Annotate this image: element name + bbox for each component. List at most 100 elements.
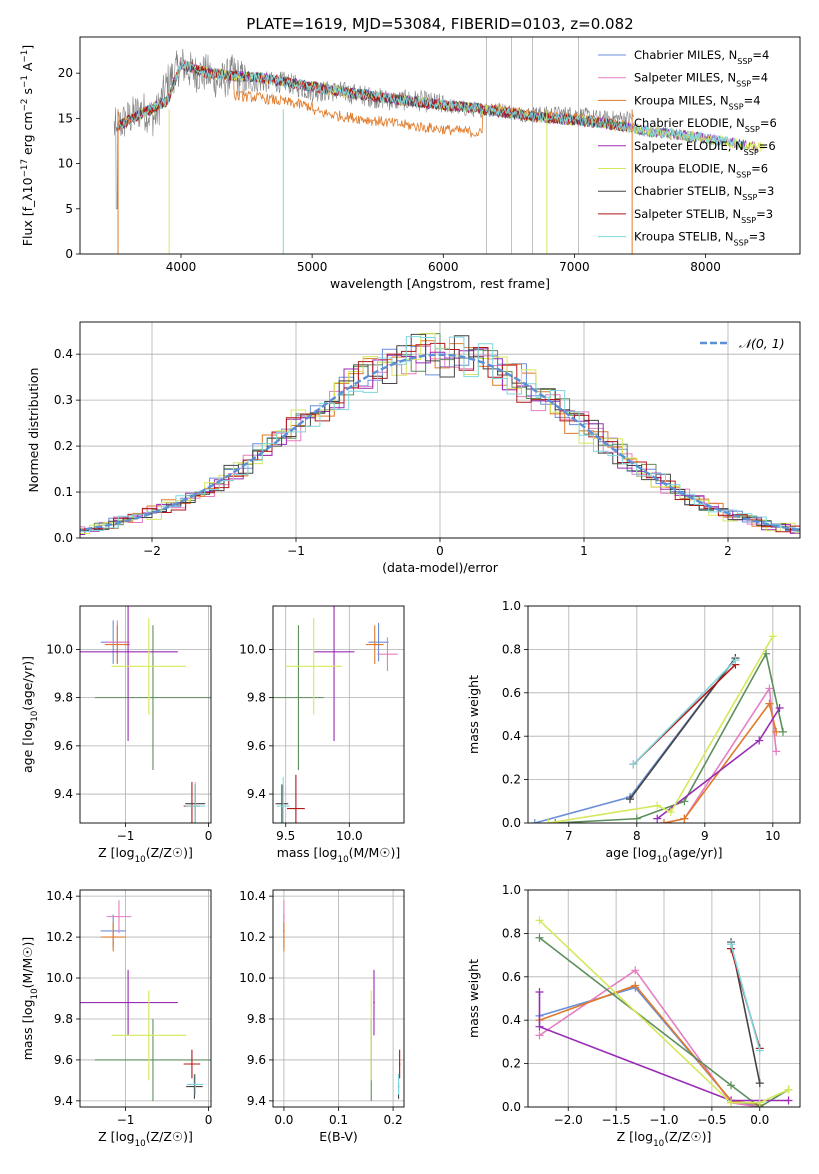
mass-weight-vs-z-marker <box>535 933 544 942</box>
age-vs-z-point <box>127 651 129 653</box>
residual-histogram-plot <box>80 332 800 536</box>
mass-vs-z-ytick-label: 9.6 <box>54 1053 73 1067</box>
mass-vs-ebv-ytick-label: 9.8 <box>247 1012 266 1026</box>
mass-weight-vs-age-marker <box>768 632 777 641</box>
spectrum-legend: Chabrier MILES, NSSP=4 Salpeter MILES, NS… <box>598 48 777 247</box>
mass-weight-vs-z-plot <box>535 916 793 1107</box>
mass-vs-z-point <box>127 1001 129 1004</box>
mass-weight-vs-age-axes: 7 8 9 10 0.0 0.2 0.4 0.6 0.8 1.0 age [log10(age/yr… <box>466 599 800 865</box>
age-vs-mass-ytick-label: 10.0 <box>239 642 266 656</box>
spectrum-ytick-label: 10 <box>58 157 73 171</box>
spectrum-legend-label: Kroupa STELIB, NSSP=3 <box>634 230 766 248</box>
residual-histogram-xtick-label: −1 <box>287 544 305 558</box>
residual-histogram-hist-step <box>80 333 800 536</box>
mass-weight-vs-z-marker <box>535 916 544 925</box>
spectrum-legend-label: Kroupa ELODIE, NSSP=6 <box>634 162 768 180</box>
mass-weight-vs-z-series-line <box>539 986 760 1107</box>
spectrum-model-line <box>118 59 746 150</box>
mass-weight-vs-age-marker <box>551 819 560 823</box>
age-vs-mass-point <box>377 641 380 643</box>
mass-weight-vs-age-marker <box>772 727 781 736</box>
mass-weight-vs-age-series-line <box>548 635 774 823</box>
age-vs-z-plot <box>80 606 211 823</box>
mass-vs-z-point <box>194 1083 197 1086</box>
mass-weight-vs-age-ytick-label: 0.6 <box>502 686 521 700</box>
age-vs-mass-point <box>373 643 376 646</box>
mass-vs-z-ytick-label: 10.4 <box>46 889 73 903</box>
mass-vs-z-point <box>152 1059 154 1061</box>
spectrum-xtick-label: 7000 <box>559 260 590 274</box>
spectrum-ytick-label: 20 <box>58 66 73 80</box>
mass-weight-vs-z-marker <box>535 987 544 996</box>
mass-weight-vs-age-marker <box>653 814 662 823</box>
mass-weight-vs-age-marker <box>626 795 634 804</box>
mass-weight-vs-age-marker <box>779 727 787 736</box>
mass-vs-ebv-point <box>283 915 285 918</box>
age-vs-mass-ytick-label: 9.8 <box>247 691 266 705</box>
residual-histogram-ytick-label: 0.0 <box>54 531 73 545</box>
mass-weight-vs-z-marker <box>727 1081 736 1090</box>
mass-weight-vs-z-xtick-label: −0.5 <box>697 1113 726 1127</box>
mass-weight-vs-age-ylabel: mass weight <box>466 675 481 754</box>
mass-weight-vs-age-marker <box>772 747 781 756</box>
age-vs-z-ytick-label: 9.4 <box>54 787 73 801</box>
mass-weight-vs-age-series-line <box>656 707 781 820</box>
mass-weight-vs-z-ytick-label: 0.6 <box>502 970 521 984</box>
mass-vs-ebv-point <box>373 1001 375 1004</box>
mass-weight-vs-age-marker <box>544 819 553 823</box>
mass-vs-ebv-xtick-label: 0.2 <box>384 1113 403 1127</box>
mass-weight-vs-z-marker <box>535 1022 544 1031</box>
age-vs-z-xtick-label: −1 <box>117 829 135 843</box>
mass-weight-vs-age-plot <box>530 632 787 823</box>
mass-vs-z-ylabel: mass [log10(M/M☉)] <box>20 937 40 1061</box>
mass-weight-vs-z-ylabel: mass weight <box>466 959 481 1038</box>
spectrum-legend-label: Chabrier STELIB, NSSP=3 <box>634 184 774 202</box>
mass-weight-vs-age-ytick-label: 0.0 <box>502 816 521 830</box>
age-vs-z-ytick-label: 9.6 <box>54 739 73 753</box>
mass-weight-vs-z-marker <box>784 1085 793 1094</box>
residual-histogram-gaussian-line <box>80 353 800 532</box>
age-vs-mass-xtick-label: 10.0 <box>336 829 363 843</box>
mass-vs-z-plot <box>80 900 211 1101</box>
mass-vs-z-xlabel: Z [log10(Z/Z☉)] <box>98 1129 193 1149</box>
residual-histogram-xtick-label: −2 <box>143 544 161 558</box>
mass-vs-ebv-point <box>370 1034 373 1037</box>
age-vs-mass-xlabel: mass [log10(M/M☉)] <box>277 845 401 865</box>
spectrum-ytick-label: 0 <box>65 247 73 261</box>
residual-histogram-xtick-label: 1 <box>580 544 588 558</box>
mass-vs-ebv-ytick-label: 10.0 <box>239 971 266 985</box>
age-vs-mass-point <box>281 802 283 805</box>
mass-weight-vs-z-marker <box>755 1079 764 1088</box>
mass-weight-vs-z-ytick-label: 0.8 <box>502 926 521 940</box>
mass-vs-z-point <box>191 1063 193 1065</box>
mass-weight-vs-z-xlabel: Z [log10(Z/Z☉)] <box>617 1129 712 1149</box>
mass-vs-z-xtick-label: −1 <box>117 1113 135 1127</box>
mass-weight-vs-age-marker <box>731 656 740 665</box>
mass-weight-vs-z-series-line <box>538 919 789 1104</box>
mass-weight-vs-age-ytick-label: 0.8 <box>502 642 521 656</box>
age-vs-mass-xtick-label: 9.5 <box>276 829 295 843</box>
age-vs-z-point <box>116 643 119 646</box>
mass-vs-z-frame <box>79 889 212 1108</box>
mass-vs-ebv-ytick-label: 10.2 <box>239 930 266 944</box>
mass-vs-z-axes: −1 0 9.4 9.6 9.8 10.0 10.2 10.4 Z [log10(Z/Z☉)] m… <box>20 889 212 1149</box>
mass-weight-vs-z-ytick-label: 1.0 <box>502 883 521 897</box>
residual-histogram-frame <box>79 321 801 539</box>
age-vs-mass-point <box>282 805 284 807</box>
mass-weight-vs-age-ytick-label: 0.2 <box>502 773 521 787</box>
mass-vs-z-ytick-label: 10.0 <box>46 971 73 985</box>
mass-weight-vs-age-series-line <box>534 657 737 823</box>
mass-weight-vs-z-marker <box>755 1098 764 1107</box>
age-vs-mass-point <box>312 665 315 668</box>
mass-vs-ebv-point <box>397 1083 400 1086</box>
mass-weight-vs-age-xtick-label: 9 <box>701 829 709 843</box>
mass-weight-vs-z-xtick-label: −1.5 <box>602 1113 631 1127</box>
mass-weight-vs-age-marker <box>629 760 638 769</box>
residual-histogram-ytick-label: 0.4 <box>54 347 73 361</box>
spectrum-xtick-label: 5000 <box>297 260 328 274</box>
mass-vs-z-ytick-label: 10.2 <box>46 930 73 944</box>
mass-weight-vs-z-marker <box>727 940 736 949</box>
residual-histogram-xtick-label: 0 <box>436 544 444 558</box>
spectrum-frame <box>79 36 801 255</box>
